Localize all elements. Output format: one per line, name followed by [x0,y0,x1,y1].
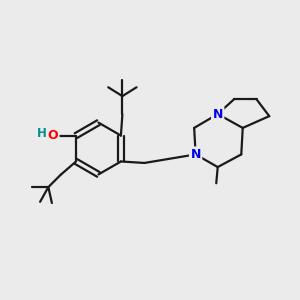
Text: H: H [37,127,46,140]
Text: N: N [212,108,223,121]
Text: N: N [190,148,201,161]
Text: O: O [47,129,58,142]
